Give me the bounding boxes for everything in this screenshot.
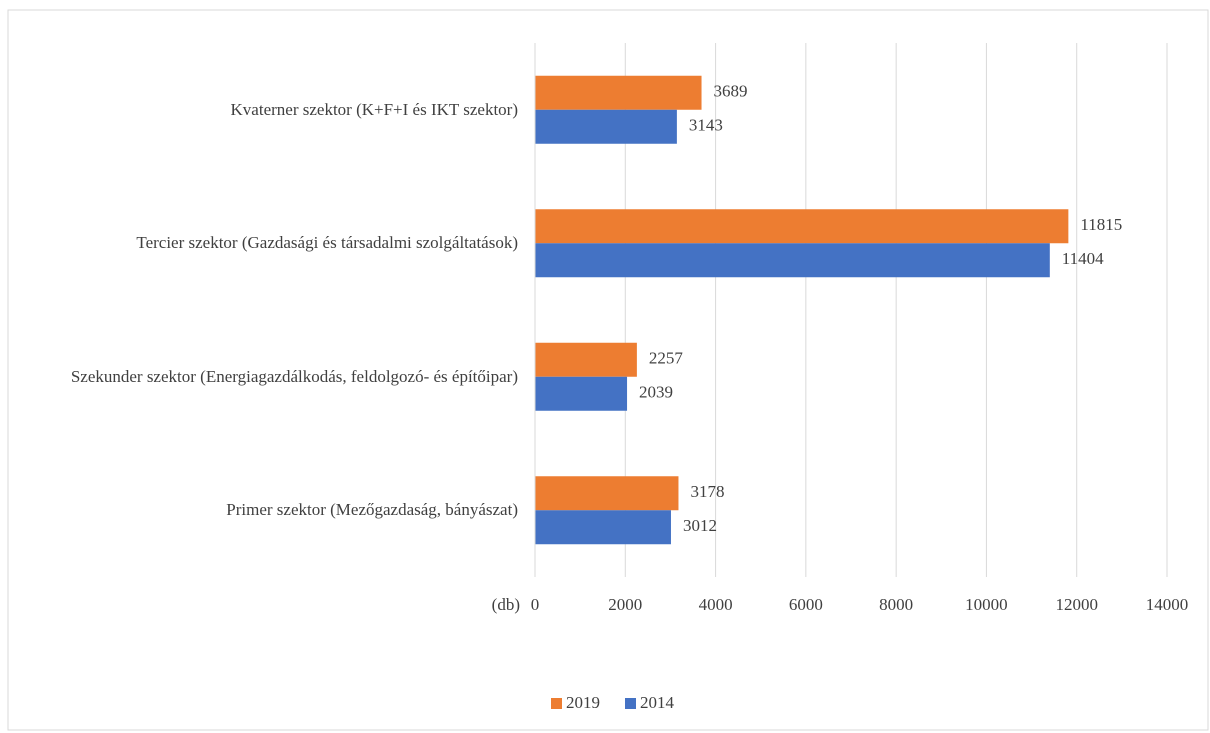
x-tick-label: 4000	[699, 595, 733, 614]
data-label: 3012	[683, 516, 717, 535]
bar	[535, 209, 1069, 244]
bar	[535, 75, 702, 110]
bar	[535, 109, 677, 144]
data-label: 2039	[639, 383, 673, 402]
x-tick-label: 2000	[608, 595, 642, 614]
category-label: Primer szektor (Mezőgazdaság, bányászat)	[18, 499, 518, 521]
data-label: 3143	[689, 116, 723, 135]
category-label: Szekunder szektor (Energiagazdálkodás, f…	[18, 366, 518, 388]
x-axis-label: (db)	[492, 595, 520, 614]
x-tick-label: 8000	[879, 595, 913, 614]
category-label: Kvaterner szektor (K+F+I és IKT szektor)	[18, 99, 518, 121]
x-tick-label: 0	[531, 595, 540, 614]
category-label: Tercier szektor (Gazdasági és társadalmi…	[18, 232, 518, 254]
data-label: 2257	[649, 349, 684, 368]
x-tick-label: 10000	[965, 595, 1008, 614]
category-label-text: Tercier szektor (Gazdasági és társadalmi…	[136, 233, 518, 253]
category-label-text: Kvaterner szektor (K+F+I és IKT szektor)	[230, 99, 518, 119]
data-label: 11404	[1062, 249, 1104, 268]
bar	[535, 476, 679, 511]
x-tick-label: 6000	[789, 595, 823, 614]
bar	[535, 243, 1050, 278]
x-tick-label: 12000	[1055, 595, 1098, 614]
data-label: 3178	[690, 482, 724, 501]
bar	[535, 376, 628, 411]
category-label-text: Primer szektor (Mezőgazdaság, bányászat)	[226, 500, 518, 520]
legend-swatch	[625, 698, 636, 709]
bar	[535, 342, 637, 377]
legend-label: 2019	[566, 693, 600, 712]
x-tick-label: 14000	[1146, 595, 1189, 614]
category-label-text: Szekunder szektor (Energiagazdálkodás, f…	[70, 366, 518, 386]
data-label: 3689	[714, 82, 748, 101]
legend-swatch	[551, 698, 562, 709]
legend-label: 2014	[640, 693, 675, 712]
chart-border	[7, 9, 1209, 731]
bar	[535, 510, 671, 545]
data-label: 11815	[1080, 215, 1122, 234]
